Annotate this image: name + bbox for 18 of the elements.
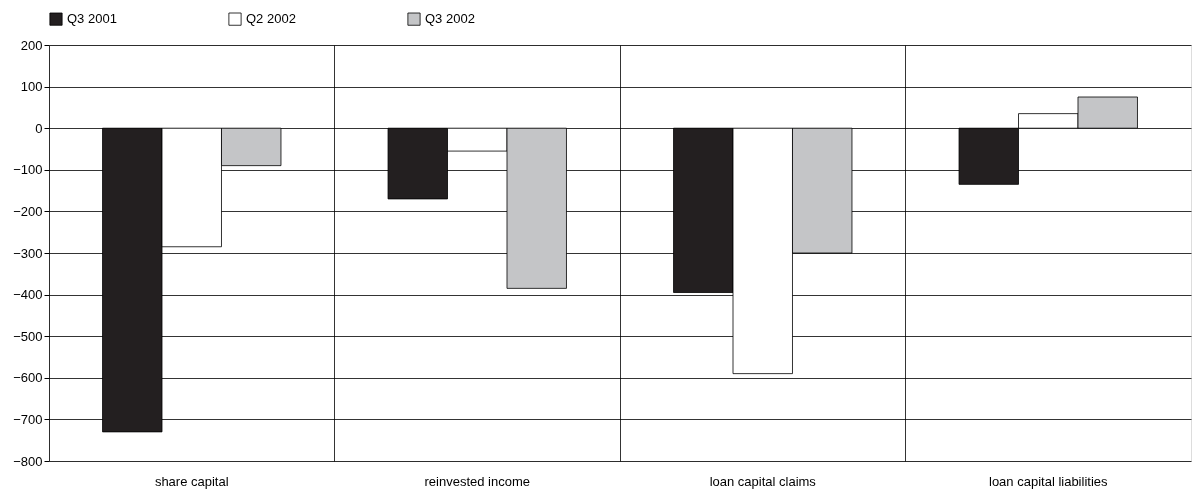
y-tick-label: −200 (13, 203, 43, 219)
legend-label: Q3 2002 (425, 11, 475, 27)
legend-label: Q3 2001 (67, 11, 117, 27)
y-tick-label: −400 (13, 287, 43, 303)
y-tick-label: −800 (13, 453, 43, 469)
x-tick-label: loan capital liabilities (988, 473, 1108, 489)
y-tick-label: −700 (13, 411, 43, 427)
x-tick-label: loan capital claims (709, 473, 817, 489)
y-tick-label: 100 (20, 79, 43, 95)
x-tick-label: reinvested income (424, 473, 530, 489)
y-tick-label: −300 (13, 245, 43, 261)
y-tick-label: 0 (35, 120, 43, 136)
y-tick-label: −600 (13, 370, 43, 386)
y-tick-label: −500 (13, 328, 43, 344)
y-tick-label: −100 (13, 162, 43, 178)
x-tick-label: share capital (154, 473, 229, 489)
legend-label: Q2 2002 (246, 11, 296, 27)
y-tick-label: 200 (20, 37, 43, 53)
